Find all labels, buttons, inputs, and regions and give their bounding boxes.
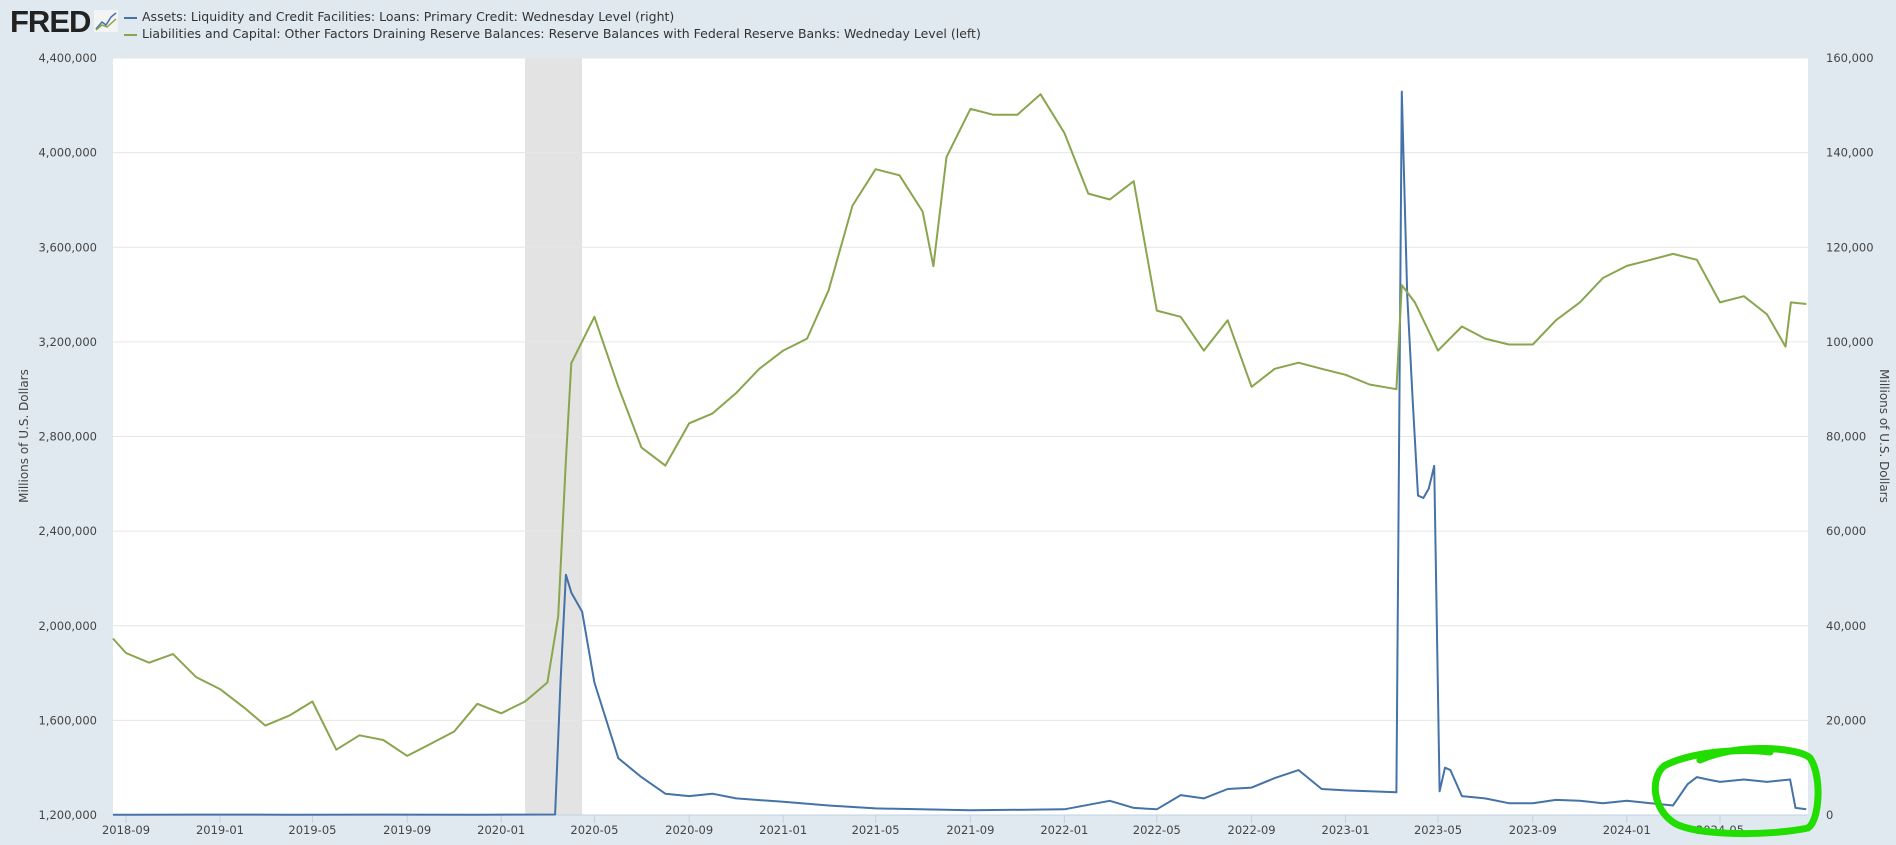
y-tick-label-left: 3,200,000 — [38, 335, 97, 349]
line-chart-icon — [94, 10, 118, 32]
x-tick-label: 2024-01 — [1603, 823, 1651, 837]
y-tick-label-left: 2,400,000 — [38, 524, 97, 538]
y-tick-label-right: 20,000 — [1826, 713, 1866, 727]
x-tick-label: 2021-09 — [946, 823, 994, 837]
y-tick-label-left: 3,600,000 — [38, 240, 97, 254]
y-tick-label-left: 4,400,000 — [38, 51, 97, 65]
y-tick-label-left: 1,600,000 — [38, 713, 97, 727]
y-tick-label-right: 0 — [1826, 808, 1833, 822]
x-tick-label: 2023-01 — [1322, 823, 1370, 837]
x-tick-label: 2023-09 — [1509, 823, 1557, 837]
x-tick-label: 2022-09 — [1228, 823, 1276, 837]
fred-logo[interactable]: FRED — [10, 4, 91, 39]
x-tick-label: 2022-01 — [1040, 823, 1088, 837]
x-tick-label: 2019-09 — [383, 823, 431, 837]
y-tick-label-right: 100,000 — [1826, 335, 1874, 349]
annotation-circle — [1651, 744, 1822, 838]
y-tick-label-right: 140,000 — [1826, 146, 1874, 160]
x-tick-label: 2020-05 — [570, 823, 618, 837]
x-tick-label: 2023-05 — [1414, 823, 1462, 837]
x-tick-label: 2019-01 — [196, 823, 244, 837]
y-tick-label-right: 160,000 — [1826, 51, 1874, 65]
x-tick-label: 2020-01 — [477, 823, 525, 837]
y-axis-title-left: Millions of U.S. Dollars — [17, 369, 31, 503]
x-tick-label: 2021-01 — [759, 823, 807, 837]
x-tick-label: 2018-09 — [102, 823, 150, 837]
series-line-primary-credit — [112, 90, 1807, 816]
legend-item-reserve-balances[interactable]: Liabilities and Capital: Other Factors D… — [124, 26, 981, 41]
y-tick-label-left: 2,000,000 — [38, 619, 97, 633]
y-axis-title-right: Millions of U.S. Dollars — [1877, 369, 1891, 503]
y-tick-label-left: 4,000,000 — [38, 146, 97, 160]
x-tick-label: 2020-09 — [665, 823, 713, 837]
legend-item-primary-credit[interactable]: Assets: Liquidity and Credit Facilities:… — [124, 9, 674, 24]
y-tick-label-left: 1,200,000 — [38, 808, 97, 822]
y-tick-label-right: 80,000 — [1826, 430, 1866, 444]
y-tick-label-right: 40,000 — [1826, 619, 1866, 633]
legend-swatch — [124, 16, 137, 19]
series-line-reserve-balances — [112, 93, 1807, 757]
x-tick-label: 2022-05 — [1133, 823, 1181, 837]
legend-swatch — [124, 33, 137, 36]
x-tick-label: 2021-05 — [852, 823, 900, 837]
y-tick-label-right: 120,000 — [1826, 240, 1874, 254]
y-tick-label-left: 2,800,000 — [38, 430, 97, 444]
y-tick-label-right: 60,000 — [1826, 524, 1866, 538]
x-tick-label: 2019-05 — [288, 823, 336, 837]
